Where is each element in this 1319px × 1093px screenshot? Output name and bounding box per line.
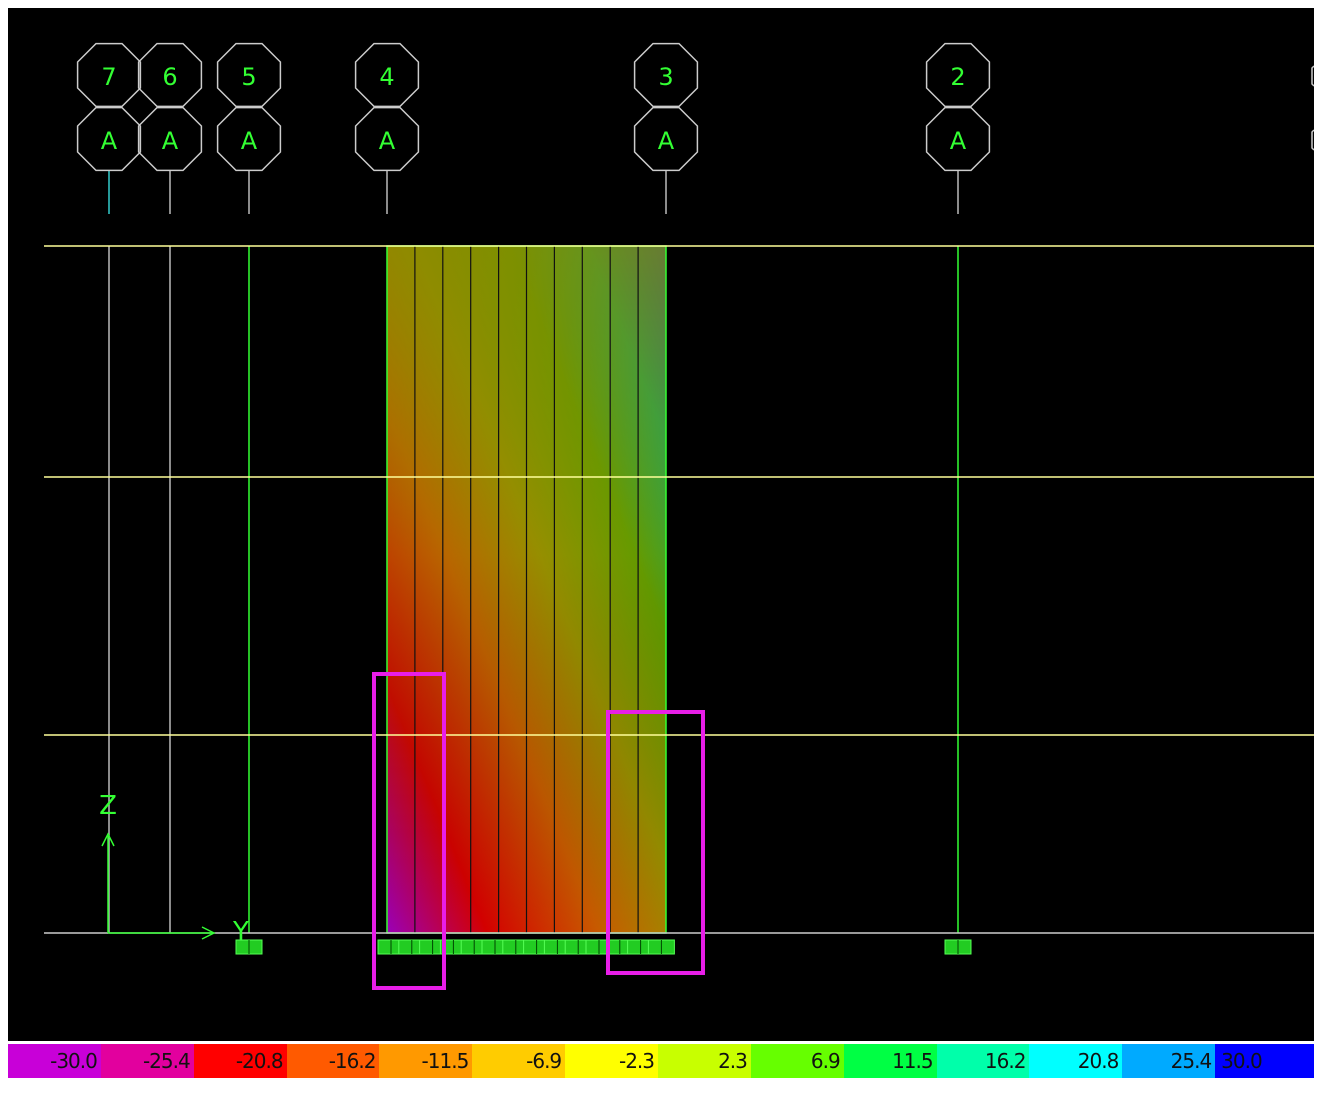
legend-cell: -2.3 bbox=[565, 1044, 659, 1078]
bubble-octagon-icon bbox=[76, 42, 142, 108]
legend-value: -20.8 bbox=[235, 1049, 284, 1073]
story-lines bbox=[44, 245, 1314, 934]
grid-bubble[interactable]: 4A bbox=[354, 42, 420, 172]
y-axis-label: Y bbox=[232, 917, 249, 947]
legend-value: 11.5 bbox=[892, 1049, 934, 1073]
grid-letter-label: A bbox=[658, 127, 675, 155]
highlight-box-right bbox=[606, 710, 705, 975]
legend-value: -25.4 bbox=[142, 1049, 191, 1073]
legend-value: 30.0 bbox=[1221, 1049, 1263, 1073]
highlight-box-left bbox=[372, 672, 446, 990]
legend-value: -6.9 bbox=[526, 1049, 562, 1073]
legend-cell: -16.2 bbox=[286, 1044, 380, 1078]
legend-cell: 30.0 bbox=[1215, 1044, 1314, 1078]
wall-stress-contour[interactable] bbox=[386, 245, 667, 934]
legend-cell: -30.0 bbox=[8, 1044, 101, 1078]
bubble-octagon-icon bbox=[354, 42, 420, 108]
legend-value: 16.2 bbox=[984, 1049, 1027, 1073]
legend-value: 25.4 bbox=[1170, 1049, 1213, 1073]
legend-cell: -6.9 bbox=[472, 1044, 566, 1078]
bubble-octagon-icon bbox=[137, 106, 203, 172]
legend-cell: 6.9 bbox=[750, 1044, 844, 1078]
grid-bubble[interactable]: 7A bbox=[76, 42, 142, 172]
grid-number-label: 6 bbox=[162, 63, 177, 91]
highlight-boxes bbox=[372, 672, 705, 990]
offscreen-bubble-fragment bbox=[1311, 65, 1314, 87]
grid-letter-label: A bbox=[101, 127, 118, 155]
legend-value: -30.0 bbox=[50, 1049, 98, 1073]
offscreen-bubble-fragment-lower bbox=[1311, 129, 1314, 151]
grid-lines bbox=[108, 170, 959, 933]
legend-cell: -11.5 bbox=[379, 1044, 473, 1078]
bubble-octagon-icon bbox=[216, 42, 282, 108]
legend-value: -2.3 bbox=[618, 1049, 655, 1073]
stress-legend-bar: -30.0 -25.4 -20.8 -16.2 -11.5 -6.9 -2.3 2.3 6.9 1… bbox=[8, 1044, 1314, 1078]
grid-number-label: 7 bbox=[101, 63, 116, 91]
bubble-octagon-icon bbox=[925, 42, 991, 108]
grid-bubble[interactable]: 6A bbox=[137, 42, 203, 172]
legend-value: -11.5 bbox=[421, 1049, 470, 1073]
bubble-octagon-icon bbox=[633, 106, 699, 172]
legend-cell: 25.4 bbox=[1122, 1044, 1216, 1078]
y-axis-arrow-icon bbox=[201, 926, 216, 940]
bubble-octagon-icon bbox=[76, 106, 142, 172]
grid-bubble[interactable]: 5A bbox=[216, 42, 282, 172]
grid-bubble[interactable]: 2A bbox=[925, 42, 991, 172]
wall-mesh-lines bbox=[414, 246, 639, 933]
grid-letter-label: A bbox=[241, 127, 258, 155]
legend-cell: 2.3 bbox=[658, 1044, 751, 1078]
bubble-octagon-icon bbox=[925, 106, 991, 172]
legend-value: 20.8 bbox=[1077, 1049, 1120, 1073]
legend-cell: 20.8 bbox=[1029, 1044, 1123, 1078]
bubble-octagon-icon bbox=[354, 106, 420, 172]
grid-number-label: 4 bbox=[379, 63, 394, 91]
legend-cell: -25.4 bbox=[100, 1044, 194, 1078]
legend-value: -16.2 bbox=[328, 1049, 377, 1073]
grid-letter-label: A bbox=[379, 127, 396, 155]
bubble-octagon-icon bbox=[137, 42, 203, 108]
grid-letter-label: A bbox=[950, 127, 967, 155]
legend-cell: -20.8 bbox=[193, 1044, 287, 1078]
legend-cell: 16.2 bbox=[936, 1044, 1030, 1078]
axis-indicator: Z Y bbox=[99, 791, 249, 947]
bubble-octagon-icon bbox=[216, 106, 282, 172]
grid-letter-label: A bbox=[162, 127, 179, 155]
grid-bubble[interactable]: 3A bbox=[633, 42, 699, 172]
bubble-octagon-icon bbox=[633, 42, 699, 108]
grid-number-label: 5 bbox=[241, 63, 256, 91]
z-axis-label: Z bbox=[99, 791, 117, 821]
legend-value: 2.3 bbox=[718, 1049, 748, 1073]
z-axis-arrow-icon bbox=[101, 832, 115, 847]
grid-number-label: 3 bbox=[658, 63, 673, 91]
supports bbox=[235, 939, 972, 955]
legend-value: 6.9 bbox=[810, 1049, 841, 1073]
legend-cell: 11.5 bbox=[843, 1044, 937, 1078]
grid-number-label: 2 bbox=[950, 63, 965, 91]
